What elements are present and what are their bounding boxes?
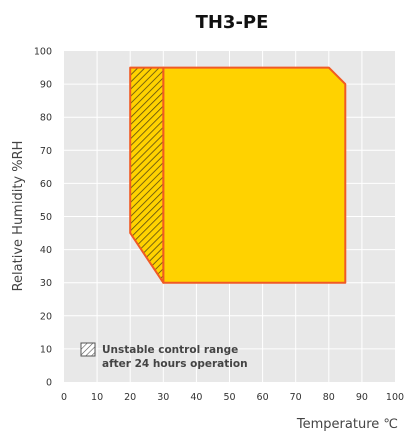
x-tick-label: 30 bbox=[157, 392, 169, 403]
unstable-range-region bbox=[129, 66, 165, 284]
x-tick-label: 60 bbox=[257, 392, 269, 403]
legend-line-1: Unstable control range bbox=[102, 344, 238, 356]
y-tick-label: 0 bbox=[46, 378, 52, 389]
y-tick-label: 40 bbox=[40, 245, 52, 256]
x-tick-label: 20 bbox=[124, 392, 136, 403]
y-tick-label: 80 bbox=[40, 113, 52, 124]
x-tick-labels: 0 10 20 30 40 50 60 70 80 90 100 bbox=[61, 392, 404, 403]
x-tick-label: 90 bbox=[356, 392, 368, 403]
y-tick-label: 70 bbox=[40, 146, 52, 157]
y-tick-label: 30 bbox=[40, 278, 52, 289]
y-tick-labels: 0 10 20 30 40 50 60 70 80 90 100 bbox=[34, 47, 52, 389]
x-axis-label: Temperature ℃ bbox=[296, 417, 398, 432]
x-tick-label: 10 bbox=[91, 392, 103, 403]
legend-line-2: after 24 hours operation bbox=[102, 358, 248, 370]
y-tick-label: 10 bbox=[40, 344, 52, 355]
regions bbox=[129, 66, 347, 284]
x-tick-label: 40 bbox=[190, 392, 202, 403]
x-tick-label: 100 bbox=[386, 392, 404, 403]
chart-title: TH3-PE bbox=[196, 12, 269, 33]
x-tick-label: 80 bbox=[323, 392, 335, 403]
x-tick-label: 50 bbox=[223, 392, 235, 403]
y-tick-label: 90 bbox=[40, 80, 52, 91]
x-tick-label: 70 bbox=[290, 392, 302, 403]
y-tick-label: 20 bbox=[40, 311, 52, 322]
legend-swatch bbox=[80, 342, 96, 357]
operating-range-region bbox=[162, 66, 347, 284]
x-tick-label: 0 bbox=[61, 392, 67, 403]
legend: Unstable control range after 24 hours op… bbox=[80, 342, 248, 370]
y-tick-label: 60 bbox=[40, 179, 52, 190]
y-tick-label: 100 bbox=[34, 47, 52, 58]
y-axis-label: Relative Humidity %RH bbox=[11, 141, 26, 292]
y-tick-label: 50 bbox=[40, 212, 52, 223]
